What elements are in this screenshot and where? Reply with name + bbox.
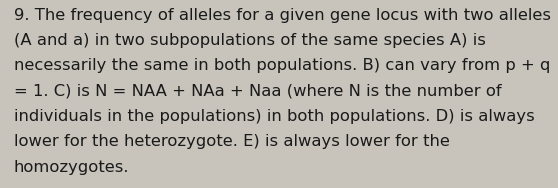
Text: individuals in the populations) in both populations. D) is always: individuals in the populations) in both … bbox=[14, 109, 535, 124]
Text: homozygotes.: homozygotes. bbox=[14, 160, 129, 175]
Text: lower for the heterozygote. E) is always lower for the: lower for the heterozygote. E) is always… bbox=[14, 134, 450, 149]
Text: = 1. C) is N = NAA + NAa + Naa (where N is the number of: = 1. C) is N = NAA + NAa + Naa (where N … bbox=[14, 84, 502, 99]
Text: 9. The frequency of alleles for a given gene locus with two alleles: 9. The frequency of alleles for a given … bbox=[14, 8, 551, 23]
Text: necessarily the same in both populations. B) can vary from p + q: necessarily the same in both populations… bbox=[14, 58, 550, 73]
Text: (A and a) in two subpopulations of the same species A) is: (A and a) in two subpopulations of the s… bbox=[14, 33, 486, 48]
